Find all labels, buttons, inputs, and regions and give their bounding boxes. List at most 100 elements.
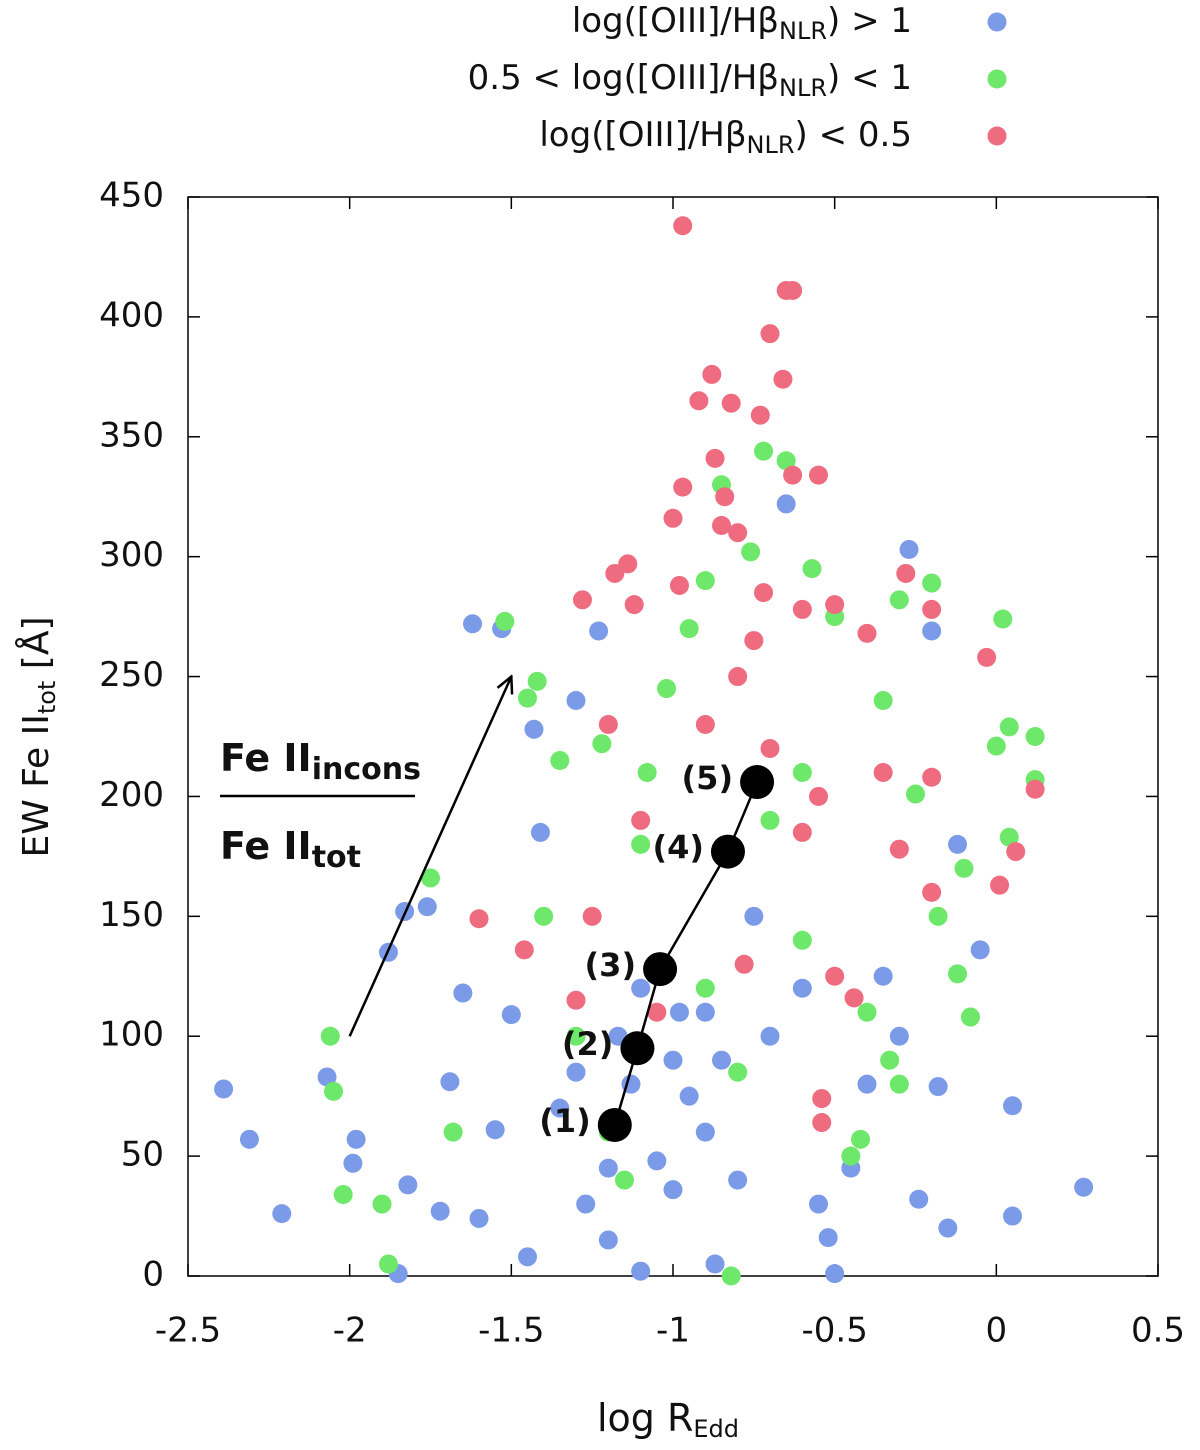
y-axis-label: EW Fe IItot [Å] (14, 616, 61, 857)
point (1025, 727, 1045, 746)
legend-label-part: 0.5 < log([OIII]/Hβ (468, 58, 779, 98)
point (1003, 1206, 1022, 1226)
point (818, 1228, 838, 1248)
point (922, 767, 942, 787)
point (938, 1218, 958, 1238)
legend-label-part: ) < 0.5 (795, 115, 912, 155)
point (809, 1194, 828, 1214)
y-tick-label: 300 (99, 535, 164, 575)
point (663, 1180, 683, 1200)
point (760, 1026, 780, 1046)
point (754, 583, 774, 603)
point (647, 1151, 667, 1171)
label-sub: incons (312, 752, 421, 787)
point (760, 810, 780, 830)
point (922, 573, 942, 593)
y-tick-label: 150 (99, 895, 164, 935)
trend-point (643, 952, 678, 987)
point (324, 1081, 343, 1101)
point (695, 715, 715, 735)
point (712, 515, 731, 535)
point (417, 897, 437, 917)
trend-label: (3) (585, 946, 637, 984)
point (695, 978, 715, 998)
point (990, 875, 1010, 895)
point (598, 1230, 618, 1250)
legend-label-part: log([OIII]/Hβ (539, 115, 746, 155)
point (618, 554, 638, 574)
point (928, 906, 948, 926)
x-tick-label: 0 (986, 1311, 1008, 1351)
label-part: EW Fe II (16, 714, 57, 857)
point (320, 1026, 340, 1046)
point (889, 1026, 909, 1046)
trend-point (620, 1031, 655, 1066)
point (999, 717, 1019, 737)
point (792, 762, 812, 782)
point (792, 930, 812, 950)
point (825, 1264, 845, 1284)
point (485, 1120, 505, 1140)
label-sub: Edd (693, 1415, 739, 1443)
x-axis-label: log REdd (597, 1396, 739, 1444)
point (715, 487, 735, 507)
point (534, 906, 554, 926)
y-tick-label: 400 (99, 295, 164, 335)
x-tick-label: -2 (333, 1311, 367, 1351)
point (469, 909, 489, 929)
y-tick-label: 100 (99, 1015, 164, 1055)
point (657, 679, 677, 699)
point (663, 508, 683, 528)
point (776, 451, 796, 471)
point (378, 1254, 398, 1274)
point (970, 940, 990, 960)
point (750, 405, 770, 425)
y-tick-label: 200 (99, 775, 164, 815)
point (792, 822, 812, 842)
trend-point (710, 834, 745, 869)
legend-label-part: ) > 1 (827, 1, 912, 41)
point (760, 738, 780, 758)
legend-label-part: log([OIII]/Hβ (572, 1, 779, 41)
point (792, 599, 812, 619)
point (705, 1254, 725, 1274)
point (702, 364, 722, 384)
point (986, 736, 1006, 756)
point (333, 1184, 353, 1204)
point (566, 1026, 586, 1046)
point (695, 571, 715, 591)
arrow (348, 677, 512, 1037)
legend-label: log([OIII]/HβNLR) > 1 (572, 1, 912, 46)
point (744, 631, 764, 651)
point (760, 324, 780, 344)
point (631, 810, 651, 830)
point (809, 786, 828, 806)
legend-swatch (987, 12, 1007, 32)
point (977, 647, 997, 667)
point (440, 1072, 460, 1092)
point (906, 784, 925, 804)
point (889, 839, 909, 859)
point (663, 1050, 683, 1070)
point (398, 1175, 418, 1195)
point (825, 966, 845, 986)
point (1006, 842, 1026, 862)
point (673, 216, 693, 236)
point (776, 494, 796, 514)
point (443, 1122, 463, 1142)
point (809, 465, 828, 485)
point (679, 1086, 699, 1106)
point (582, 906, 602, 926)
trend-point (740, 765, 775, 800)
point (999, 827, 1019, 847)
point (825, 595, 845, 615)
point (776, 281, 796, 301)
x-tick-label: -0.5 (801, 1311, 867, 1351)
legend-label: log([OIII]/HβNLR) < 0.5 (539, 115, 912, 160)
point (647, 1002, 667, 1022)
point (239, 1129, 259, 1149)
point (598, 715, 618, 735)
point (592, 734, 612, 754)
point (566, 1062, 586, 1082)
